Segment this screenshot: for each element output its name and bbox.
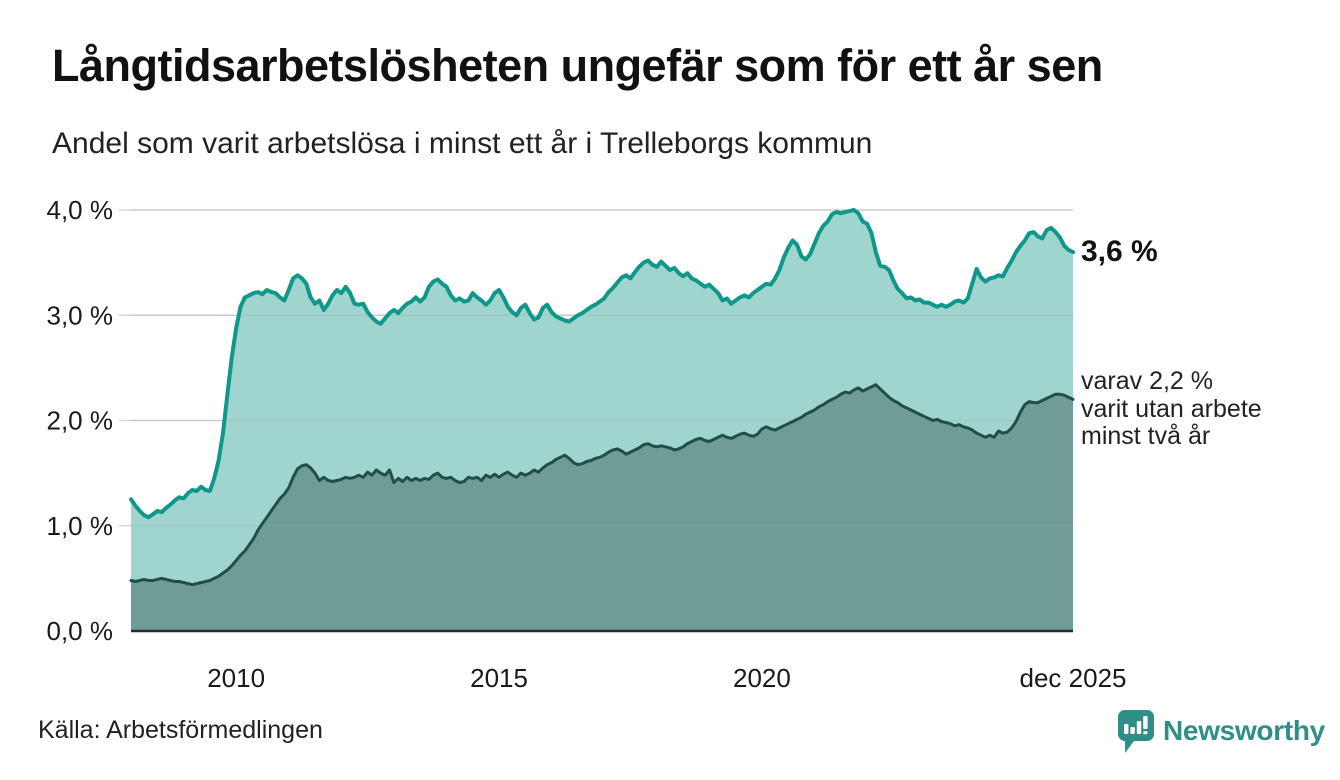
y-tick-label: 0,0 % xyxy=(47,616,114,646)
newsworthy-logo-text: Newsworthy xyxy=(1163,715,1325,746)
y-tick-label: 4,0 % xyxy=(47,195,114,225)
series-area-1 xyxy=(131,384,1073,631)
source-note: Källa: Arbetsförmedlingen xyxy=(38,716,323,744)
x-tick-label: 2015 xyxy=(470,663,528,693)
page-title: Långtidsarbetslösheten ungefär som för e… xyxy=(52,40,1103,91)
y-tick-label: 2,0 % xyxy=(47,406,114,436)
series-line-0 xyxy=(129,208,1075,520)
series-line-1 xyxy=(129,383,1075,587)
newsworthy-logo-icon xyxy=(1118,710,1154,753)
latest-value-label: 3,6 % xyxy=(1081,235,1158,268)
y-tick-label: 3,0 % xyxy=(47,300,114,330)
chart-subtitle: Andel som varit arbetslösa i minst ett å… xyxy=(52,127,873,160)
x-tick-label: 2020 xyxy=(733,663,791,693)
x-tick-label: 2010 xyxy=(207,663,265,693)
x-tick-label: dec 2025 xyxy=(1020,663,1127,693)
subset-value-label: varav 2,2 % varit utan arbete minst två … xyxy=(1081,367,1262,450)
newsworthy-logo: Newsworthy xyxy=(1117,710,1325,756)
y-tick-label: 1,0 % xyxy=(47,511,114,541)
